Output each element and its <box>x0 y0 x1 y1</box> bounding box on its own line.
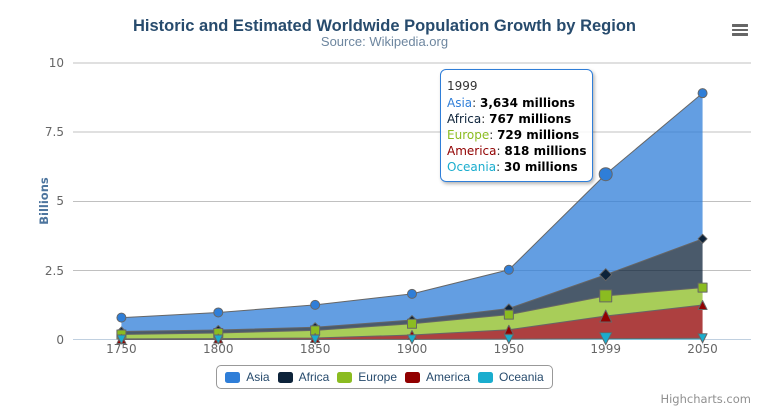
x-axis-label-1750: 1750 <box>106 342 137 356</box>
tooltip-series-name: Oceania <box>447 159 497 174</box>
tooltip-row-asia: Asia: 3,634 millions <box>447 95 586 111</box>
tooltip: 1999 Asia: 3,634 millions Africa: 767 mil… <box>440 69 594 182</box>
tooltip-separator: : <box>489 127 498 142</box>
marker-oceania-1750[interactable] <box>116 334 127 345</box>
credits-link[interactable]: Highcharts.com <box>660 392 751 406</box>
legend-label: Africa <box>298 370 330 384</box>
y-axis-label-5: 5 <box>56 194 64 209</box>
tooltip-series-name: Africa <box>447 111 482 126</box>
legend-item-america[interactable]: America <box>405 370 470 384</box>
context-menu-button[interactable] <box>729 20 751 40</box>
marker-europe-1900[interactable] <box>407 318 417 329</box>
legend-symbol-africa <box>277 371 293 383</box>
tooltip-separator: : <box>472 95 481 110</box>
hamburger-icon <box>732 33 748 37</box>
tooltip-series-name: America <box>447 143 497 158</box>
legend-item-africa[interactable]: Africa <box>277 370 330 384</box>
legend-symbol-asia <box>225 371 241 383</box>
x-axis-label-1800: 1800 <box>203 342 234 356</box>
chart-subtitle: Source: Wikipedia.org <box>320 34 449 49</box>
x-axis-label-1999: 1999 <box>590 342 621 356</box>
y-axis-label-7.5: 7.5 <box>44 125 64 140</box>
marker-asia-2050[interactable] <box>697 88 708 99</box>
tooltip-row-europe: Europe: 729 millions <box>447 127 586 143</box>
tooltip-series-value: 818 millions <box>504 143 587 158</box>
marker-asia-1800[interactable] <box>213 307 224 318</box>
marker-america-2050[interactable] <box>697 300 708 311</box>
tooltip-header: 1999 <box>447 78 478 93</box>
legend-label: America <box>426 370 471 384</box>
x-axis-label-2050: 2050 <box>687 342 718 356</box>
marker-oceania-1950[interactable] <box>503 334 514 345</box>
tooltip-separator: : <box>496 143 505 158</box>
marker-asia-1950[interactable] <box>503 264 514 275</box>
tooltip-series-value: 729 millions <box>497 127 580 142</box>
legend-symbol-europe <box>337 371 353 383</box>
area-america[interactable] <box>121 305 703 340</box>
tooltip-series-name: Asia <box>447 95 473 110</box>
legend-label: Oceania <box>499 370 544 384</box>
marker-africa-1999[interactable] <box>599 268 613 282</box>
tooltip-series-value: 767 millions <box>489 111 572 126</box>
hamburger-icon <box>732 23 748 27</box>
x-axis-label-1950: 1950 <box>493 342 525 356</box>
legend: Asia Africa Europe America Oceania <box>0 365 769 389</box>
tooltip-row-oceania: Oceania: 30 millions <box>447 159 586 175</box>
legend-item-oceania[interactable]: Oceania <box>478 370 544 384</box>
y-axis-label-10: 10 <box>48 56 64 71</box>
marker-oceania-1900[interactable] <box>407 334 417 345</box>
legend-item-asia[interactable]: Asia <box>225 370 270 384</box>
marker-europe-2050[interactable] <box>697 282 708 293</box>
tooltip-separator: : <box>481 111 490 126</box>
tooltip-series-name: Europe <box>447 127 490 142</box>
marker-asia-1999[interactable] <box>598 167 613 182</box>
tooltip-series-value: 30 millions <box>503 159 578 174</box>
area-africa[interactable] <box>121 238 703 335</box>
marker-asia-1900[interactable] <box>407 288 417 299</box>
marker-europe-1950[interactable] <box>503 309 514 320</box>
legend-symbol-america <box>405 371 420 383</box>
legend-box: Asia Africa Europe America Oceania <box>216 365 553 389</box>
legend-label: Europe <box>358 370 397 384</box>
y-axis-label-2.5: 2.5 <box>44 263 64 278</box>
marker-africa-2050[interactable] <box>697 233 708 244</box>
area-asia[interactable] <box>121 93 703 332</box>
tooltip-separator: : <box>496 159 504 174</box>
marker-oceania-1999[interactable] <box>599 332 613 346</box>
y-axis-label-0: 0 <box>56 332 64 347</box>
tooltip-row-america: America: 818 millions <box>447 143 586 159</box>
marker-oceania-2050[interactable] <box>697 333 708 344</box>
marker-asia-1750[interactable] <box>116 312 127 323</box>
tooltip-rows: Asia: 3,634 millions Africa: 767 millions… <box>447 95 586 175</box>
hamburger-icon <box>732 28 748 32</box>
marker-oceania-1800[interactable] <box>213 334 224 345</box>
marker-europe-1999[interactable] <box>599 289 613 303</box>
chart-title: Historic and Estimated Worldwide Populat… <box>133 17 636 35</box>
x-axis-label-1850: 1850 <box>299 342 331 356</box>
legend-symbol-oceania <box>478 371 494 383</box>
tooltip-series-value: 3,634 millions <box>480 95 576 110</box>
marker-america-1999[interactable] <box>599 309 613 323</box>
legend-label: Asia <box>246 370 270 384</box>
legend-item-europe[interactable]: Europe <box>337 370 397 384</box>
marker-asia-1850[interactable] <box>310 299 321 310</box>
x-axis-label-1900: 1900 <box>396 342 428 356</box>
tooltip-row-africa: Africa: 767 millions <box>447 111 586 127</box>
marker-oceania-1850[interactable] <box>310 334 321 345</box>
